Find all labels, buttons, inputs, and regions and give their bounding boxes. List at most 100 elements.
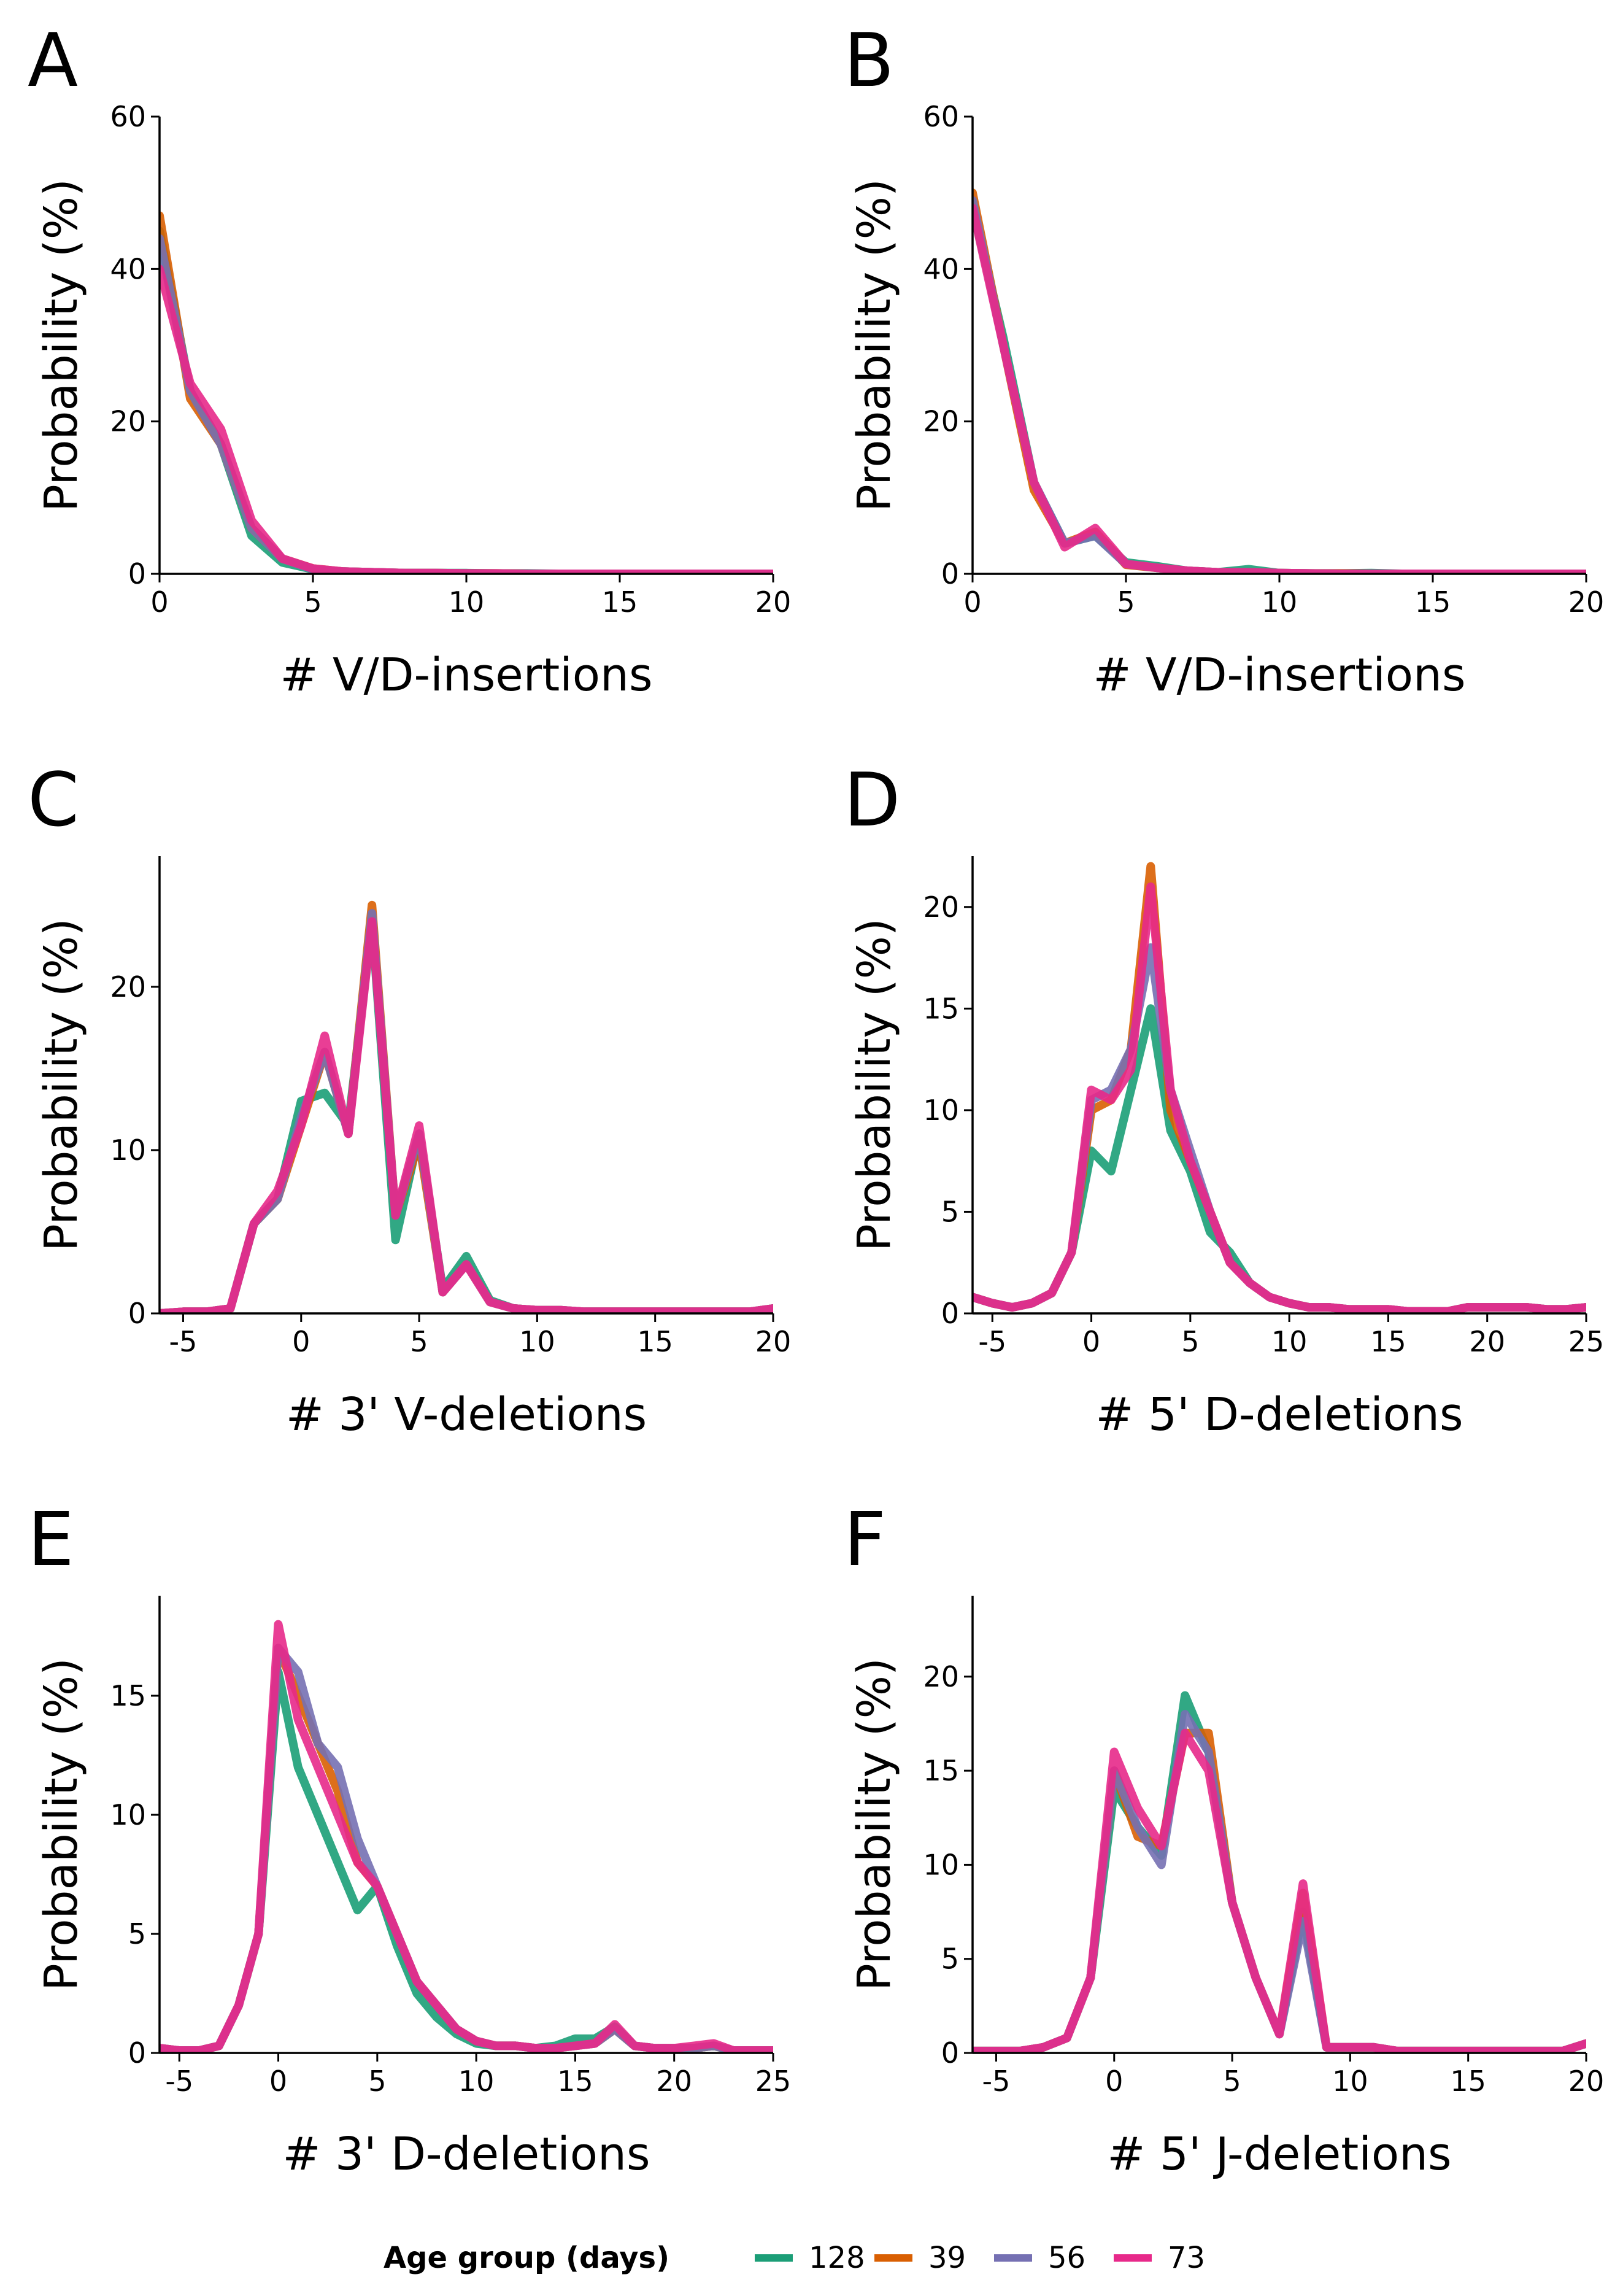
y-tick-label: 5	[941, 1195, 959, 1228]
x-tick-label: 10	[449, 586, 485, 619]
series-line-128	[973, 204, 1586, 574]
x-tick-label: 15	[557, 2065, 593, 2098]
x-tick-label: 15	[602, 586, 638, 619]
series-line-73	[973, 882, 1586, 1313]
legend: Age group (days) 128 39 56 73	[384, 2241, 1205, 2275]
legend-item-73: 73	[1114, 2241, 1205, 2275]
x-tick-label: 0	[150, 586, 168, 619]
series-lines	[973, 862, 1586, 1313]
x-tick-label: 10	[1271, 1325, 1308, 1358]
panel-letter: C	[28, 758, 79, 843]
chart-panel-a: A 0 5 10 15 20 0 20 40 60 # V/D-insertions Probabil…	[28, 18, 791, 702]
y-axis-title: Probability (%)	[35, 1658, 88, 1991]
legend-label: 56	[1048, 2241, 1085, 2275]
y-tick-label: 5	[941, 1942, 959, 1976]
legend-item-56: 56	[994, 2241, 1085, 2275]
x-tick-label: -5	[169, 1325, 198, 1358]
x-tick-label: 20	[755, 1325, 792, 1358]
x-tick-label: 15	[1415, 586, 1451, 619]
x-tick-label: 10	[519, 1325, 555, 1358]
legend-title: Age group (days)	[384, 2241, 669, 2275]
x-tick-label: 0	[292, 1325, 310, 1358]
panel-letter: B	[844, 18, 894, 104]
y-tick-label: 20	[923, 405, 959, 438]
series-line-56	[160, 1644, 773, 2053]
y-axis-title: Probability (%)	[35, 918, 88, 1251]
x-axis-title: # 5' D-deletions	[1095, 1388, 1463, 1441]
series-line-56	[973, 196, 1586, 574]
series-line-39	[973, 1728, 1586, 2053]
chart-panel-c: C -5 0 5 10 15 20 0 10 20 # 3' V-deletions Probabil…	[28, 758, 791, 1441]
y-tick-label: 10	[923, 1848, 959, 1881]
series-line-39	[160, 1644, 773, 2053]
series-lines	[973, 188, 1586, 574]
y-tick-label: 10	[110, 1798, 146, 1831]
y-tick-label: 40	[923, 252, 959, 285]
y-tick-label: 20	[110, 970, 146, 1003]
y-tick-label: 15	[923, 992, 959, 1025]
y-tick-label: 10	[923, 1094, 959, 1127]
y-tick-label: 15	[923, 1754, 959, 1787]
x-tick-label: 10	[1332, 2065, 1368, 2098]
series-line-56	[973, 943, 1586, 1313]
legend-label: 73	[1168, 2241, 1205, 2275]
y-tick-label: 0	[941, 2036, 959, 2070]
series-lines	[160, 1620, 773, 2053]
x-tick-label: 15	[637, 1325, 673, 1358]
x-tick-label: 20	[755, 586, 792, 619]
y-tick-label: 0	[128, 2036, 146, 2070]
chart-panel-f: F -5 0 5 10 15 20 0 5 10 15 20 # 5' J-deletions Proba…	[844, 1498, 1604, 2181]
y-tick-label: 15	[110, 1679, 146, 1712]
x-tick-label: 5	[1223, 2065, 1241, 2098]
y-tick-label: 0	[128, 1297, 146, 1330]
x-tick-label: -5	[165, 2065, 193, 2098]
x-tick-label: 20	[1469, 1325, 1505, 1358]
x-axis-title: # 3' V-deletions	[286, 1388, 647, 1441]
y-axis-title: Probability (%)	[848, 1658, 901, 1991]
legend-label: 128	[809, 2241, 865, 2275]
x-tick-label: 15	[1370, 1325, 1406, 1358]
legend-items: 128 39 56 73	[755, 2241, 1205, 2275]
y-tick-label: 60	[110, 100, 146, 133]
y-tick-label: 0	[941, 1297, 959, 1330]
y-axis-title: Probability (%)	[848, 918, 901, 1251]
x-tick-label: 5	[1181, 1325, 1199, 1358]
y-tick-label: 20	[923, 1660, 959, 1693]
y-tick-label: 20	[923, 891, 959, 924]
x-tick-label: 25	[755, 2065, 792, 2098]
y-tick-label: 60	[923, 100, 959, 133]
legend-label: 39	[928, 2241, 966, 2275]
series-line-73	[160, 917, 773, 1313]
x-axis-title: # 3' D-deletions	[282, 2128, 650, 2181]
x-tick-label: -5	[982, 2065, 1011, 2098]
y-tick-label: 5	[128, 1917, 146, 1950]
series-line-128	[973, 1691, 1586, 2053]
y-tick-label: 0	[941, 557, 959, 590]
legend-item-39: 39	[874, 2241, 966, 2275]
x-tick-label: 10	[458, 2065, 495, 2098]
x-tick-label: 0	[269, 2065, 287, 2098]
x-tick-label: 5	[304, 586, 322, 619]
y-tick-label: 40	[110, 252, 146, 285]
x-tick-label: 20	[1568, 586, 1605, 619]
series-line-128	[160, 917, 773, 1313]
panel-letter: D	[844, 758, 900, 843]
x-axis-title: # V/D-insertions	[1093, 649, 1465, 702]
x-tick-label: 15	[1450, 2065, 1486, 2098]
y-axis-title: Probability (%)	[35, 179, 88, 512]
series-lines	[973, 1691, 1586, 2053]
x-tick-label: 0	[963, 586, 981, 619]
x-tick-label: 20	[1568, 2065, 1605, 2098]
y-tick-label: 0	[128, 557, 146, 590]
x-axis-title: # V/D-insertions	[280, 649, 652, 702]
panels: A 0 5 10 15 20 0 20 40 60 # V/D-insertions Probabil…	[28, 18, 1604, 2181]
y-tick-label: 20	[110, 405, 146, 438]
panel-letter: F	[844, 1498, 886, 1583]
series-line-73	[973, 204, 1586, 574]
series-line-56	[973, 1710, 1586, 2053]
series-line-73	[973, 1728, 1586, 2053]
series-line-73	[160, 1620, 773, 2053]
x-tick-label: 0	[1105, 2065, 1123, 2098]
